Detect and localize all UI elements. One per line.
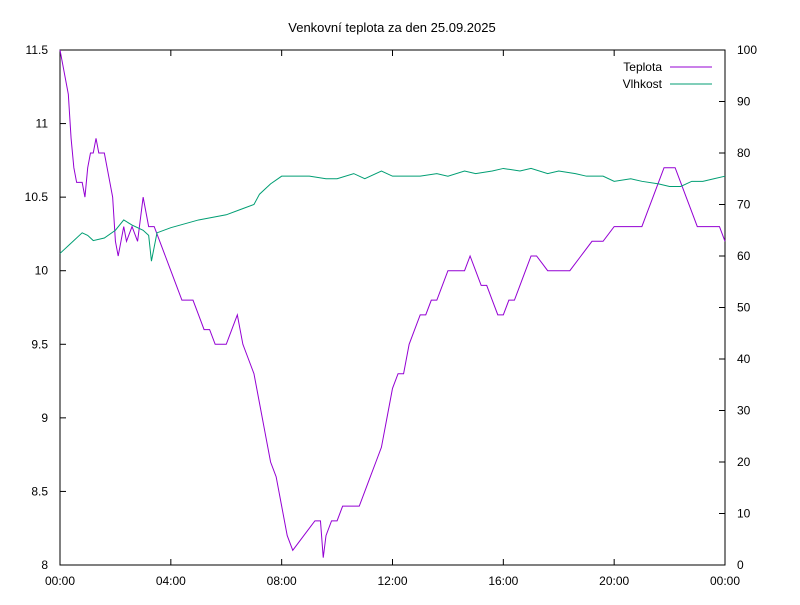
x-tick-label: 04:00 bbox=[156, 574, 186, 588]
y-tick-label-right: 60 bbox=[737, 249, 751, 263]
y-tick-label-left: 9.5 bbox=[31, 337, 48, 351]
y-tick-label-right: 10 bbox=[737, 507, 751, 521]
series-line-teplota bbox=[59, 49, 726, 558]
y-tick-label-right: 100 bbox=[737, 43, 757, 57]
y-tick-label-left: 11.5 bbox=[26, 43, 49, 57]
x-tick-label: 16:00 bbox=[488, 574, 518, 588]
y-tick-label-left: 8 bbox=[41, 558, 48, 572]
x-tick-label: 12:00 bbox=[377, 574, 407, 588]
y-tick-label-right: 20 bbox=[737, 455, 751, 469]
x-tick-label: 00:00 bbox=[710, 574, 740, 588]
y-axis-right: 0 10 20 30 40 50 60 70 80 90 100 bbox=[719, 43, 757, 572]
y-tick-label-left: 10.5 bbox=[25, 190, 49, 204]
legend-label: Vlhkost bbox=[623, 77, 663, 91]
chart-title: Venkovní teplota za den 25.09.2025 bbox=[288, 20, 495, 35]
y-tick-label-right: 30 bbox=[737, 404, 751, 418]
y-tick-label-right: 0 bbox=[737, 558, 744, 572]
x-tick-label: 08:00 bbox=[267, 574, 297, 588]
series-line-vlhkost bbox=[59, 167, 726, 262]
y-tick-label-right: 90 bbox=[737, 95, 751, 109]
x-tick-label: 00:00 bbox=[45, 574, 75, 588]
series-layer bbox=[59, 49, 726, 558]
y-tick-label-left: 9 bbox=[41, 411, 48, 425]
y-axis-left: 8 8.5 9 9.5 10 10.5 11 11.5 bbox=[25, 43, 66, 572]
y-tick-label-right: 40 bbox=[737, 352, 751, 366]
y-tick-label-left: 8.5 bbox=[31, 484, 48, 498]
y-tick-label-right: 70 bbox=[737, 198, 751, 212]
legend: Teplota Vlhkost bbox=[623, 60, 712, 91]
x-axis: 00:00 04:00 08:00 12:00 16:00 20:00 00:00 bbox=[45, 50, 740, 588]
x-tick-label: 20:00 bbox=[599, 574, 629, 588]
y-tick-label-left: 11 bbox=[36, 117, 49, 131]
plot-frame bbox=[59, 49, 726, 566]
y-tick-label-left: 10 bbox=[35, 264, 49, 278]
legend-label: Teplota bbox=[623, 60, 662, 74]
y-tick-label-right: 50 bbox=[737, 301, 751, 315]
y-tick-label-right: 80 bbox=[737, 146, 751, 160]
